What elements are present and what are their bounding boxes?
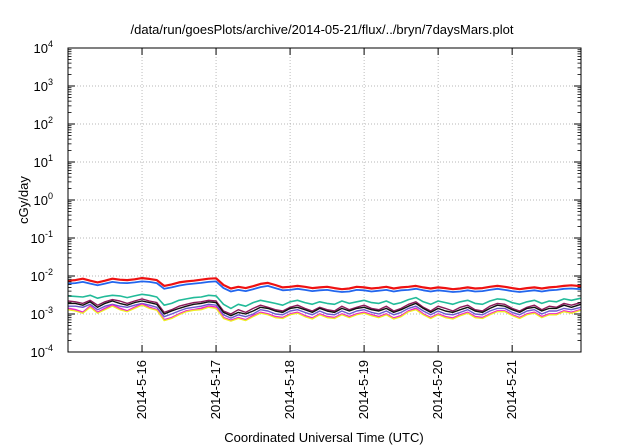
y-tick-label: 100 [34,191,53,208]
x-tick-label: 2014-5-18 [282,360,297,419]
x-tick-labels: 2014-5-16 2014-5-17 2014-5-18 2014-5-19 2014… [134,360,519,419]
series-line-1 [67,277,582,291]
y-axis-label: cGy/day [16,176,31,224]
x-tick-label: 2014-5-20 [430,360,445,419]
y-tick-label: 10-2 [31,267,53,284]
series-line-4 [67,298,582,315]
y-tick-label: 10-4 [31,343,53,360]
series-line-7 [67,303,582,322]
series-line-6 [68,302,582,319]
y-tick-label: 104 [34,39,53,56]
ticks [68,47,581,353]
series-line-8 [67,304,582,322]
y-tick-label: 101 [34,153,53,170]
x-tick-label: 2014-5-17 [208,360,223,419]
y-tick-label: 102 [34,115,53,132]
x-tick-label: 2014-5-19 [356,360,371,419]
series-line-3 [67,293,582,310]
series-line-2 [67,280,582,293]
series-line-5 [68,300,582,317]
x-axis-label: Coordinated Universal Time (UTC) [224,430,423,445]
chart-title: /data/run/goesPlots/archive/2014-05-21/f… [131,22,514,37]
series-layer [67,277,582,322]
y-tick-label: 103 [34,77,53,94]
x-tick-label: 2014-5-16 [134,360,149,419]
y-tick-labels: 10-4 10-3 10-2 10-1 100 101 102 103 104 [31,39,53,360]
x-tick-label: 2014-5-21 [504,360,519,419]
y-tick-label: 10-1 [31,229,53,246]
y-tick-label: 10-3 [31,305,53,322]
